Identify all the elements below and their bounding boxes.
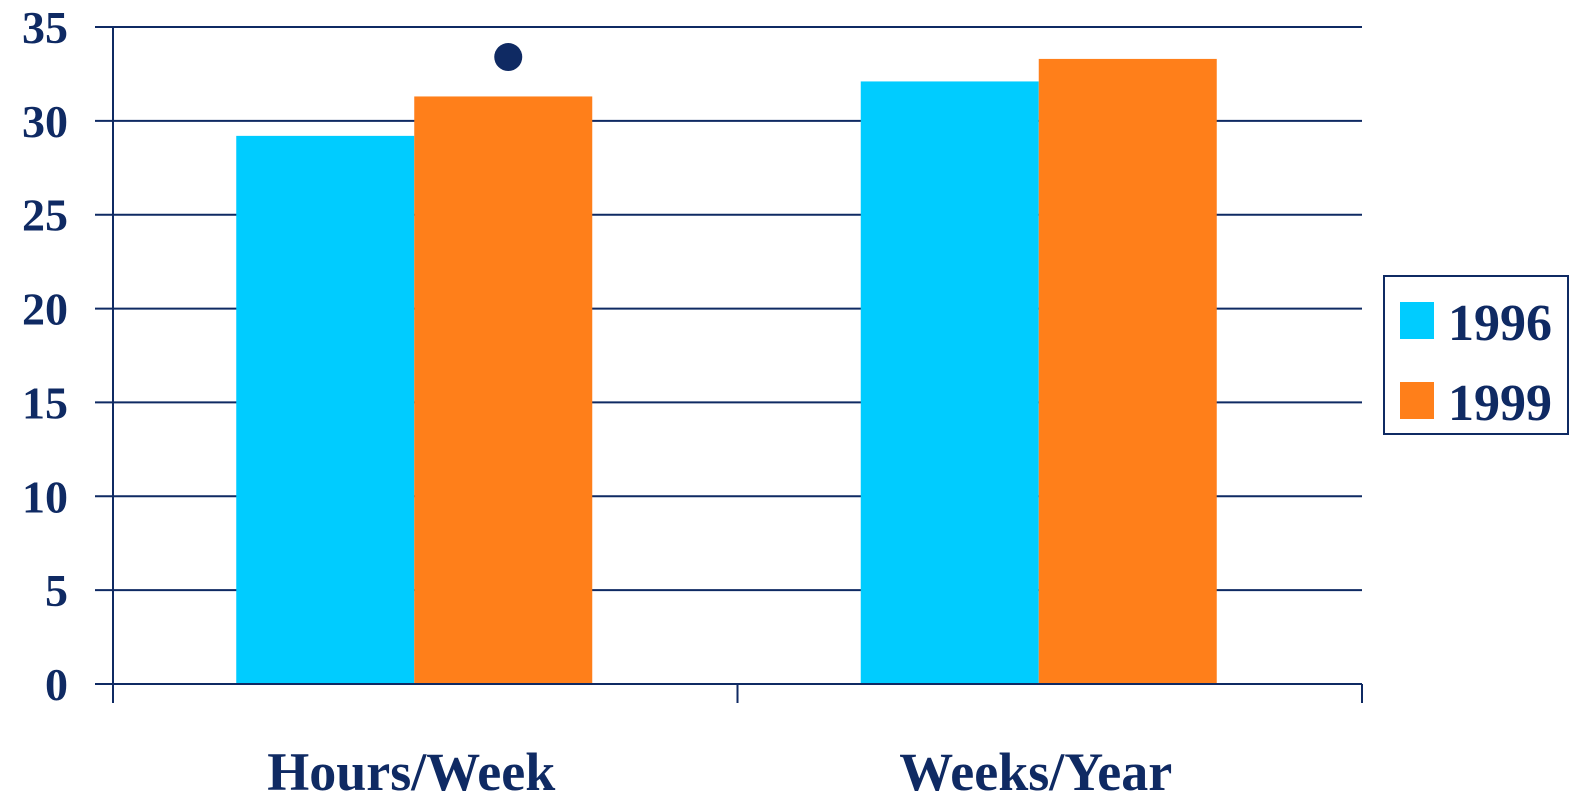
y-tick-label: 15 <box>22 377 68 428</box>
x-category-label: Hours/Week <box>267 742 555 802</box>
legend-swatch-1999 <box>1400 382 1434 419</box>
y-tick-label: 0 <box>45 659 68 710</box>
bar-hours-week-1996 <box>236 135 415 685</box>
annotations <box>494 43 523 72</box>
bars <box>236 58 1217 685</box>
x-category-label: Weeks/Year <box>899 742 1172 802</box>
y-tick-label: 25 <box>22 190 68 241</box>
bar-weeks-year-1999 <box>1038 58 1217 684</box>
y-tick-label: 20 <box>22 284 68 335</box>
y-tick-label: 5 <box>45 565 68 616</box>
x-category-labels: Hours/Week Weeks/Year <box>267 742 1172 802</box>
legend-swatch-1996 <box>1400 302 1434 339</box>
legend: 1996 1999 <box>1383 275 1569 435</box>
bar-hours-week-1999 <box>414 96 593 684</box>
bar-weeks-year-1996 <box>860 81 1039 685</box>
y-tick-label: 30 <box>22 96 68 147</box>
legend-label-1996: 1996 <box>1448 295 1552 352</box>
y-tick-labels: 0 5 10 15 20 25 30 35 <box>22 2 68 710</box>
y-tick-label: 10 <box>22 471 68 522</box>
axes <box>95 27 1363 703</box>
annotation-dot <box>494 43 523 72</box>
legend-label-1999: 1999 <box>1448 375 1552 432</box>
y-tick-label: 35 <box>22 2 68 53</box>
